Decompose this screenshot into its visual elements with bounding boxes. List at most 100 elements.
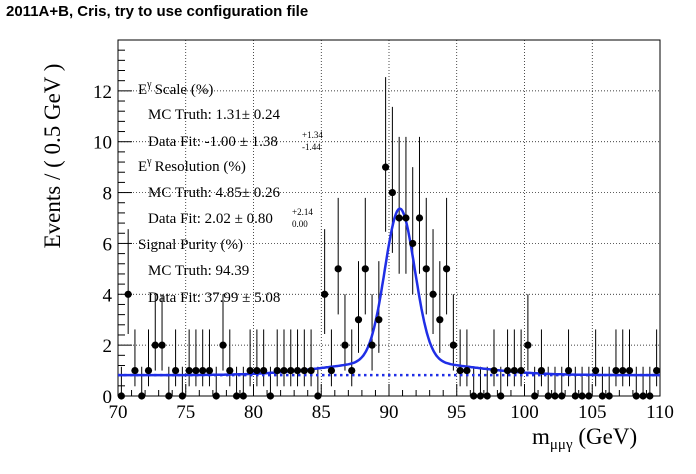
resolution-title: Eγ Resolution (%) (138, 156, 246, 175)
data-point (117, 392, 125, 400)
data-point (368, 341, 376, 349)
data-point (321, 290, 329, 298)
resolution-data-fit-up: +2.14 (292, 207, 313, 217)
y-tick-label: 0 (103, 387, 113, 408)
data-point (537, 366, 546, 375)
data-point (551, 392, 559, 400)
x-tick-label: 80 (244, 402, 263, 423)
x-tick-label: 75 (176, 402, 195, 423)
x-tick-labels: 70 75 80 85 90 95 100 105 110 (109, 402, 674, 423)
data-point (192, 366, 200, 375)
data-point (639, 392, 647, 400)
data-point (144, 366, 153, 375)
data-point (442, 265, 451, 273)
data-point (503, 366, 512, 375)
data-points (117, 163, 661, 400)
data-point (402, 214, 410, 222)
data-point (436, 316, 444, 324)
data-point (239, 392, 247, 400)
data-point (571, 392, 579, 400)
x-tick-label: 90 (380, 402, 399, 423)
data-point (171, 366, 180, 375)
data-point (314, 392, 322, 400)
y-tick-label: 10 (93, 133, 112, 154)
x-tick-label: 105 (578, 402, 607, 423)
data-point (131, 366, 139, 375)
y-tick-label: 4 (103, 285, 113, 306)
data-point (456, 366, 464, 375)
data-point (632, 392, 640, 400)
data-point (273, 366, 281, 375)
y-tick-label: 8 (103, 184, 113, 205)
scale-data-fit-up: +1.34 (302, 130, 323, 140)
data-point (307, 366, 315, 375)
data-point (287, 366, 295, 375)
x-tick-label: 85 (312, 402, 331, 423)
data-point (497, 392, 505, 400)
data-point (524, 341, 532, 349)
data-point (138, 392, 146, 400)
data-point (388, 188, 396, 197)
data-point (293, 366, 302, 375)
data-point (334, 265, 342, 273)
data-point (598, 392, 607, 400)
scale-mc-truth: MC Truth: 1.31± 0.24 (148, 107, 281, 123)
data-point (531, 392, 539, 400)
x-tick-label: 95 (447, 402, 466, 423)
page-title: 2011A+B, Cris, try to use configuration … (6, 3, 309, 20)
data-point (578, 392, 586, 400)
data-point (348, 366, 356, 375)
data-point (470, 392, 478, 400)
data-point (219, 341, 227, 349)
y-tick-label: 2 (103, 336, 113, 357)
data-point (246, 366, 254, 375)
x-tick-label: 110 (646, 402, 674, 423)
data-point (327, 366, 336, 375)
axis-ticks (117, 49, 661, 397)
data-point (544, 392, 552, 400)
data-point (646, 392, 654, 400)
data-point (382, 163, 390, 171)
data-point (165, 392, 173, 400)
data-point (612, 366, 620, 375)
data-point (415, 214, 424, 222)
total-fit-line (118, 207, 660, 377)
data-point (151, 341, 159, 349)
data-point (490, 366, 498, 375)
y-tick-label: 12 (93, 82, 112, 103)
scale-title: Eγ Scale (%) (138, 79, 213, 98)
data-point (361, 265, 369, 273)
data-point (375, 316, 383, 324)
y-tick-label: 6 (103, 234, 113, 255)
data-point (483, 392, 491, 400)
data-point (212, 392, 220, 400)
data-point (517, 366, 525, 375)
x-tick-label: 70 (109, 402, 128, 423)
data-point (476, 392, 485, 400)
data-point (422, 265, 430, 273)
data-point (158, 341, 166, 349)
data-point (185, 366, 193, 375)
resolution-mc-truth: MC Truth: 4.85± 0.26 (148, 185, 281, 201)
data-point (564, 366, 573, 375)
purity-data-fit: Data Fit: 37.99 ± 5.08 (148, 290, 280, 306)
data-point (449, 341, 457, 349)
data-point (205, 366, 214, 375)
data-point (124, 290, 132, 298)
data-point (463, 366, 471, 375)
data-point (253, 366, 261, 375)
data-point (605, 392, 613, 400)
data-point (625, 366, 634, 375)
data-point (300, 366, 308, 375)
error-bars (120, 77, 658, 396)
data-point (226, 366, 234, 375)
scale-data-fit-down: -1.44 (302, 142, 321, 152)
data-point (395, 214, 403, 222)
data-point (260, 366, 268, 375)
y-tick-labels: 0 2 4 6 8 10 12 (93, 82, 113, 408)
x-tick-label: 100 (510, 402, 539, 423)
data-point (354, 316, 363, 324)
scale-data-fit: Data Fit: -1.00 ± 1.38 (148, 134, 278, 150)
data-point (619, 366, 627, 375)
